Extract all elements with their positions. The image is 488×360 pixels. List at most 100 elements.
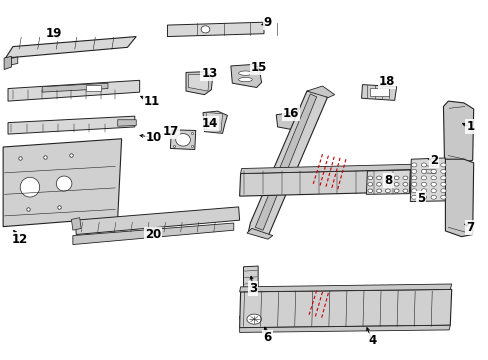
Ellipse shape <box>402 183 407 186</box>
Text: 15: 15 <box>250 60 267 73</box>
Text: 1: 1 <box>465 121 473 134</box>
Polygon shape <box>8 116 135 134</box>
Polygon shape <box>206 113 222 131</box>
Ellipse shape <box>411 176 416 180</box>
Polygon shape <box>4 56 11 69</box>
Ellipse shape <box>440 189 445 193</box>
Polygon shape <box>239 311 269 328</box>
Polygon shape <box>239 289 451 328</box>
Polygon shape <box>170 130 195 149</box>
Ellipse shape <box>376 183 381 186</box>
Text: 13: 13 <box>201 67 217 80</box>
Text: 8: 8 <box>384 174 392 187</box>
Ellipse shape <box>393 183 398 186</box>
Ellipse shape <box>420 182 426 186</box>
Polygon shape <box>361 85 396 100</box>
Text: 3: 3 <box>249 282 257 295</box>
Ellipse shape <box>402 189 407 193</box>
Polygon shape <box>3 139 122 226</box>
Polygon shape <box>239 284 451 292</box>
Ellipse shape <box>367 183 372 186</box>
Text: 7: 7 <box>465 221 473 234</box>
Polygon shape <box>73 223 233 244</box>
Polygon shape <box>443 101 473 163</box>
Ellipse shape <box>20 177 40 197</box>
Polygon shape <box>240 164 428 174</box>
Ellipse shape <box>246 314 261 324</box>
Ellipse shape <box>411 170 416 174</box>
Ellipse shape <box>385 189 389 193</box>
Ellipse shape <box>420 195 426 199</box>
Ellipse shape <box>430 163 435 167</box>
Polygon shape <box>255 94 316 230</box>
Ellipse shape <box>440 176 445 180</box>
Polygon shape <box>167 22 264 37</box>
Polygon shape <box>248 90 327 237</box>
Text: 9: 9 <box>263 17 271 30</box>
Polygon shape <box>42 83 108 92</box>
Ellipse shape <box>393 176 398 180</box>
Polygon shape <box>118 120 136 126</box>
Polygon shape <box>239 169 427 196</box>
Polygon shape <box>75 207 239 234</box>
Text: 19: 19 <box>46 27 62 40</box>
Polygon shape <box>203 111 227 134</box>
Polygon shape <box>230 64 261 87</box>
Ellipse shape <box>430 195 435 199</box>
Ellipse shape <box>56 176 72 191</box>
Text: 14: 14 <box>201 117 217 130</box>
Ellipse shape <box>411 189 416 193</box>
Ellipse shape <box>411 195 416 199</box>
Ellipse shape <box>385 176 389 180</box>
Ellipse shape <box>376 189 381 193</box>
Ellipse shape <box>430 176 435 180</box>
Ellipse shape <box>420 170 426 174</box>
Ellipse shape <box>201 26 209 33</box>
Ellipse shape <box>440 195 445 199</box>
Bar <box>86 85 101 91</box>
Polygon shape <box>297 107 318 123</box>
Text: 2: 2 <box>429 154 437 167</box>
Text: 16: 16 <box>282 107 298 120</box>
Ellipse shape <box>238 77 252 82</box>
Text: 5: 5 <box>416 192 424 205</box>
Ellipse shape <box>175 134 190 146</box>
Text: 12: 12 <box>12 233 28 246</box>
Polygon shape <box>409 158 449 202</box>
Ellipse shape <box>440 182 445 186</box>
Ellipse shape <box>420 176 426 180</box>
Ellipse shape <box>376 176 381 180</box>
Polygon shape <box>445 159 473 237</box>
Ellipse shape <box>367 176 372 180</box>
Ellipse shape <box>420 163 426 167</box>
Polygon shape <box>276 113 302 131</box>
Polygon shape <box>5 57 18 66</box>
Ellipse shape <box>385 183 389 186</box>
Ellipse shape <box>238 71 252 75</box>
Polygon shape <box>306 86 334 98</box>
Polygon shape <box>239 325 449 332</box>
Text: 4: 4 <box>367 334 376 347</box>
Polygon shape <box>71 218 81 230</box>
Text: 18: 18 <box>378 75 394 88</box>
Polygon shape <box>419 161 438 176</box>
Ellipse shape <box>393 189 398 193</box>
Ellipse shape <box>420 189 426 193</box>
Text: 6: 6 <box>263 331 271 344</box>
Polygon shape <box>8 80 140 101</box>
Text: 11: 11 <box>143 95 160 108</box>
Text: 10: 10 <box>146 131 162 144</box>
Polygon shape <box>188 74 209 91</box>
Polygon shape <box>366 170 409 194</box>
Bar <box>369 88 388 96</box>
Polygon shape <box>246 228 272 239</box>
Ellipse shape <box>430 182 435 186</box>
Polygon shape <box>5 37 136 58</box>
Ellipse shape <box>367 189 372 193</box>
Ellipse shape <box>430 189 435 193</box>
Polygon shape <box>243 266 258 288</box>
Ellipse shape <box>402 176 407 180</box>
Ellipse shape <box>440 163 445 167</box>
Ellipse shape <box>411 163 416 167</box>
Ellipse shape <box>411 182 416 186</box>
